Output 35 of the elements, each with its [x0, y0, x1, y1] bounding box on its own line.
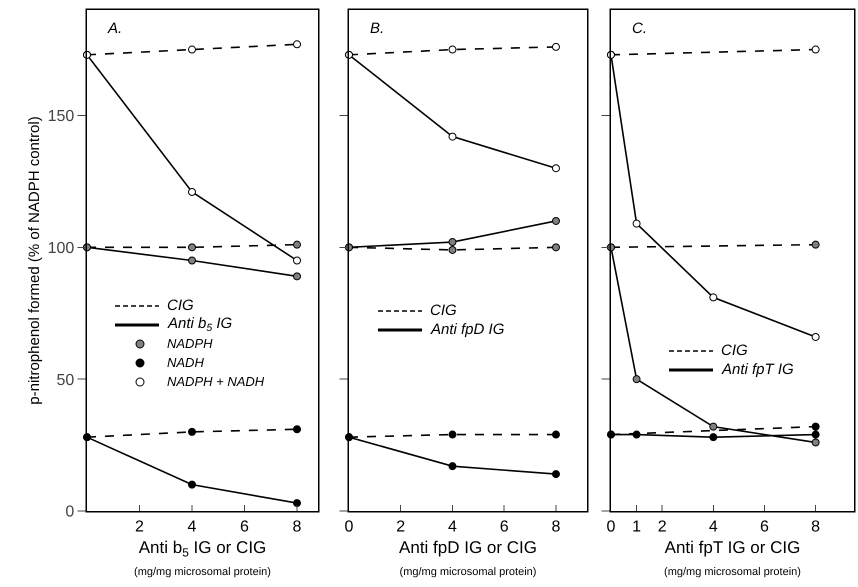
- annotation: Anti fpT IG: [721, 361, 794, 378]
- x-tick-label: 8: [292, 518, 302, 536]
- annotation: NADH: [167, 355, 204, 370]
- y-tick-label: 0: [65, 504, 74, 521]
- x-tick-label: 6: [760, 518, 770, 536]
- x-axis-title: Anti fpD IG or CIG (mg/mg microsomal protein): [399, 538, 537, 578]
- x-tick-label: 4: [448, 518, 458, 536]
- y-axis-title: p-nitrophenol formed (% of NADPH control): [26, 116, 44, 405]
- y-tick-label: 150: [48, 108, 74, 126]
- text: C.: [632, 20, 647, 37]
- annotation: CIG: [721, 342, 748, 359]
- x-tick-label: 2: [396, 518, 406, 536]
- x-tick-label: 4: [188, 518, 197, 536]
- text: A.: [107, 20, 122, 37]
- annotation: Anti b$_{5}$ IG: [167, 315, 233, 334]
- y-tick-label: 100: [48, 240, 74, 257]
- x-tick-label: 8: [811, 518, 820, 536]
- x-tick-label: 0: [606, 518, 616, 536]
- annotation: CIG: [167, 297, 194, 314]
- annotation: CIG: [430, 302, 457, 319]
- x-tick-label: 6: [500, 518, 509, 536]
- x-tick-label: 8: [552, 518, 561, 536]
- annotation: NADPH + NADH: [167, 374, 265, 389]
- text: B.: [370, 20, 384, 37]
- x-tick-label: 1: [632, 518, 642, 536]
- annotation: NADPH: [167, 336, 214, 351]
- x-tick-label: 4: [708, 518, 718, 536]
- y-tick-label: 50: [56, 372, 74, 389]
- x-tick-label: 2: [658, 518, 667, 536]
- annotation: Anti fpD IG: [430, 321, 505, 338]
- x-tick-label: 2: [135, 518, 144, 536]
- x-axis-title: Anti fpT IG or CIG (mg/mg microsomal protein): [664, 538, 801, 578]
- x-tick-label: 6: [240, 518, 250, 536]
- x-tick-label: 0: [344, 518, 354, 536]
- x-axis-title: Anti b$_{5}$ IG or CIG (mg/mg microsomal protein): [134, 538, 271, 578]
